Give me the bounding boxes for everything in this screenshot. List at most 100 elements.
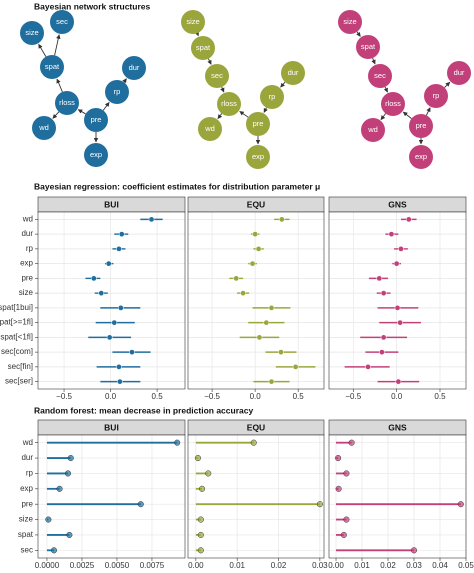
node: [217, 92, 241, 116]
lollipop-head: [66, 531, 73, 538]
lollipop-head: [194, 455, 201, 462]
x-tick-label: 0.05: [458, 561, 474, 570]
node: [84, 108, 108, 132]
strip-label: EQU: [247, 199, 265, 209]
estimate-point: [233, 275, 240, 282]
node: [246, 145, 270, 169]
x-tick-label: −0.5: [56, 392, 72, 401]
lollipop-head: [343, 516, 350, 523]
node: [191, 36, 215, 60]
node: [84, 143, 108, 167]
estimate-point: [105, 260, 112, 267]
strip-label: BUI: [104, 422, 119, 432]
estimate-point: [255, 246, 262, 252]
x-tick-label: 0.00: [328, 561, 344, 570]
estimate-point: [397, 319, 403, 326]
node: [50, 10, 74, 34]
node-label: wd: [367, 125, 378, 134]
node: [409, 114, 433, 138]
estimate-point: [376, 275, 383, 282]
estimate-point: [394, 305, 401, 311]
x-tick-label: 0.5: [434, 392, 446, 401]
node-label: size: [186, 17, 199, 26]
edge-arrow: [122, 78, 127, 84]
edge-arrow: [52, 111, 60, 119]
node: [424, 84, 448, 108]
node-label: pre: [253, 119, 264, 128]
x-tick-label: −0.5: [204, 392, 220, 401]
y-tick-label: rp: [26, 244, 34, 253]
edge-arrow: [56, 78, 63, 93]
lollipop-head: [197, 516, 204, 523]
y-tick-label: size: [19, 288, 34, 297]
estimate-point: [398, 246, 404, 252]
edge-arrow: [383, 86, 388, 93]
x-tick-label: 0.0: [391, 392, 403, 401]
y-tick-label: sec[fin]: [8, 362, 33, 371]
node-label: spat: [361, 42, 376, 51]
estimate-point: [106, 334, 113, 341]
node: [122, 56, 146, 80]
panel-border: [37, 211, 186, 390]
panel-border: [37, 434, 186, 559]
estimate-point: [379, 349, 385, 355]
lollipop-head: [197, 547, 204, 554]
x-tick-label: 0.0000: [35, 561, 60, 570]
node: [368, 64, 392, 88]
estimate-point: [393, 260, 400, 267]
lollipop-head: [45, 516, 52, 523]
estimate-point: [116, 246, 122, 252]
node: [205, 64, 229, 88]
x-tick-label: 0.01: [354, 561, 370, 570]
y-tick-label: dur: [21, 229, 33, 238]
node: [361, 118, 385, 142]
estimate-point: [240, 290, 246, 296]
panel-border: [328, 434, 467, 559]
y-tick-label: rp: [26, 469, 34, 478]
x-tick-label: 0.5: [293, 392, 305, 401]
x-tick-label: 0.04: [432, 561, 448, 570]
y-tick-label: sec[ser]: [5, 377, 33, 386]
strip-label: GNS: [388, 199, 407, 209]
y-tick-label: sec: [21, 545, 33, 554]
x-tick-label: 0.01: [229, 561, 245, 570]
x-tick-label: 0.0: [250, 392, 262, 401]
forest-title: Random forest: mean decrease in predicti…: [34, 405, 253, 415]
edge-arrow: [77, 109, 86, 115]
node-label: pre: [91, 115, 102, 124]
y-tick-label: sec[com]: [1, 347, 33, 356]
panel-border: [187, 434, 325, 559]
y-tick-label: size: [19, 515, 34, 524]
y-tick-label: spat[1bui]: [0, 303, 33, 312]
estimate-point: [292, 364, 299, 370]
y-tick-label: spat[>=1fl]: [0, 318, 33, 327]
estimate-point: [263, 319, 270, 326]
y-tick-label: wd: [22, 438, 33, 447]
lollipop-head: [410, 547, 418, 554]
x-tick-label: −0.5: [345, 392, 361, 401]
panel: [38, 212, 185, 389]
node-label: sec: [374, 71, 386, 80]
node: [281, 61, 305, 85]
node: [356, 35, 380, 59]
y-tick-label: spat[<1fl]: [0, 332, 33, 341]
y-tick-label: spat: [18, 530, 34, 539]
node-label: exp: [90, 150, 102, 159]
lollipop-head: [335, 455, 342, 462]
strip-label: EQU: [247, 422, 265, 432]
edge-arrow: [207, 58, 212, 65]
estimate-point: [117, 305, 124, 311]
lollipop-head: [205, 470, 212, 477]
lollipop-head: [64, 470, 72, 477]
estimate-point: [129, 349, 135, 355]
panel: [329, 435, 466, 558]
node-label: sec: [211, 71, 223, 80]
edge-arrow: [280, 81, 286, 88]
lollipop-head: [50, 547, 58, 554]
edge-arrow: [38, 43, 47, 57]
edge-arrow: [194, 31, 199, 37]
estimate-point: [380, 290, 387, 296]
panel: [188, 212, 324, 389]
node-label: rloss: [59, 98, 75, 107]
